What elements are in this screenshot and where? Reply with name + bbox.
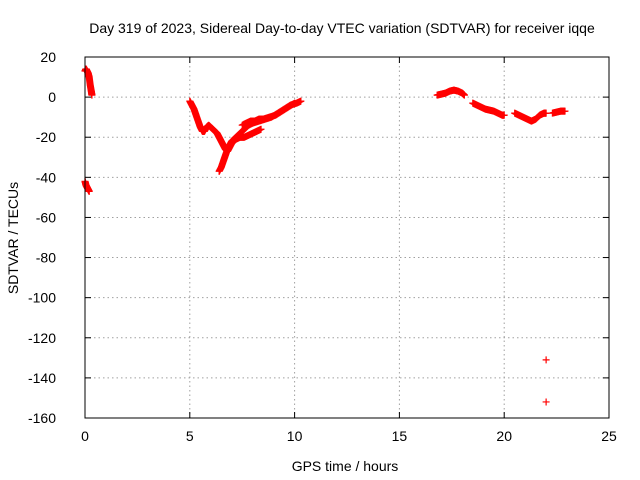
y-tick-label: 20: [40, 49, 56, 65]
y-tick-label: -160: [28, 410, 56, 426]
data-point-marker: [88, 91, 96, 99]
x-tick-label: 5: [186, 428, 194, 444]
y-tick-label: -140: [28, 370, 56, 386]
y-tick-label: -120: [28, 330, 56, 346]
chart-title: Day 319 of 2023, Sidereal Day-to-day VTE…: [89, 20, 595, 36]
y-tick-label: -40: [36, 169, 56, 185]
data-point-marker: [542, 356, 550, 364]
data-point-marker: [561, 107, 569, 115]
data-point-marker: [257, 125, 265, 133]
data-point-marker: [297, 97, 305, 105]
y-tick-label: 0: [48, 89, 56, 105]
data-point-marker: [291, 99, 299, 107]
x-tick-label: 25: [601, 428, 617, 444]
y-tick-label: -60: [36, 209, 56, 225]
data-point-marker: [85, 187, 93, 195]
y-tick-label: -20: [36, 129, 56, 145]
axis-ticks: 0 5 10 15 20 25 20 0 -20 -40 -60 -80 -100 -120 -140 -16…: [28, 49, 617, 444]
y-tick-label: -100: [28, 290, 56, 306]
x-tick-label: 10: [287, 428, 303, 444]
y-tick-label: -80: [36, 250, 56, 266]
data-point-marker: [500, 111, 508, 119]
x-tick-label: 0: [81, 428, 89, 444]
data-points: [81, 65, 569, 406]
data-point-marker: [542, 109, 550, 117]
y-axis-label: SDTVAR / TECUs: [5, 182, 21, 294]
x-tick-label: 15: [392, 428, 408, 444]
data-point-marker: [460, 91, 468, 99]
x-axis-label: GPS time / hours: [292, 458, 399, 474]
grid-lines: [85, 57, 609, 418]
plot-frame: [84, 56, 610, 419]
data-point-marker: [542, 398, 550, 406]
x-tick-label: 20: [496, 428, 512, 444]
